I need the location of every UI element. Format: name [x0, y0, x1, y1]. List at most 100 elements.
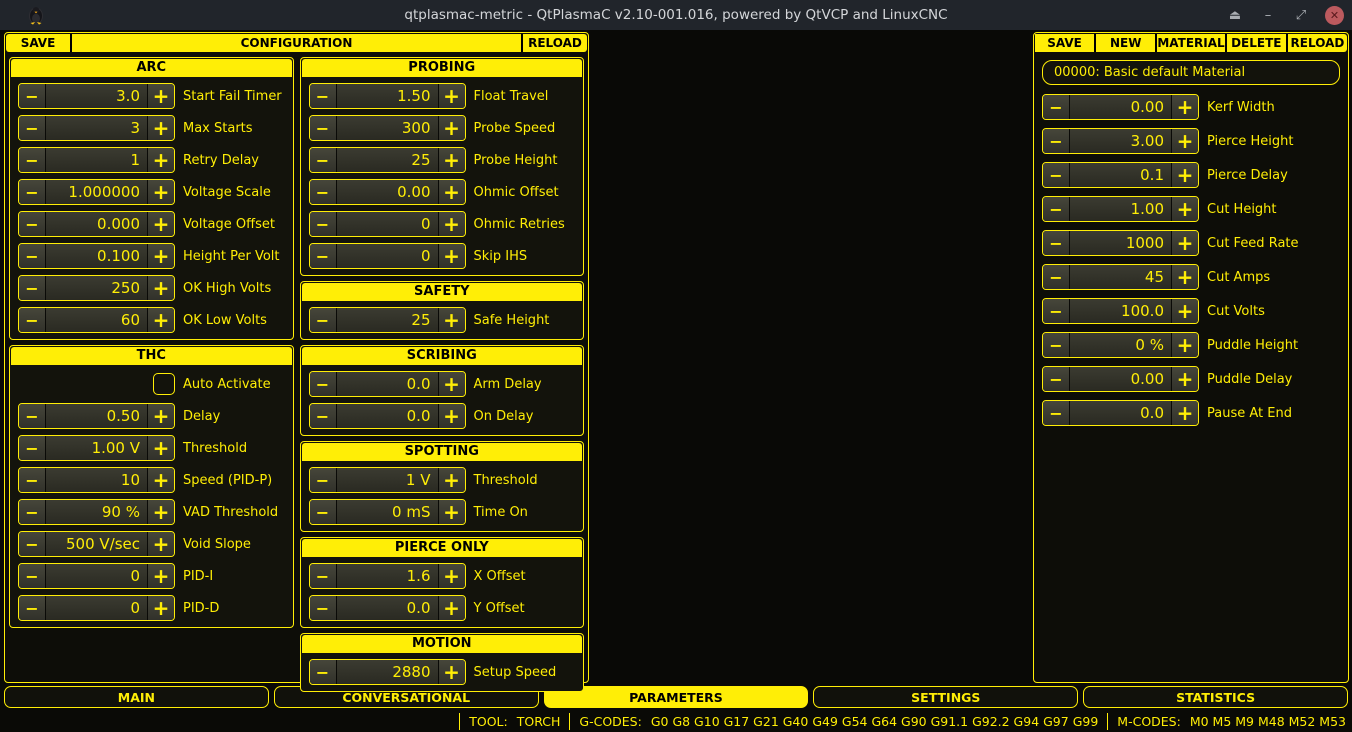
spin-value[interactable]: 25	[336, 148, 438, 172]
increment-button[interactable]: +	[437, 372, 465, 396]
increment-button[interactable]: +	[147, 532, 174, 556]
tab[interactable]: SETTINGS	[813, 686, 1079, 708]
spin-value[interactable]: 0 %	[1070, 333, 1171, 357]
spin-value[interactable]: 0.0	[1070, 401, 1171, 425]
tab[interactable]: STATISTICS	[1083, 686, 1348, 708]
increment-button[interactable]: +	[437, 244, 465, 268]
increment-button[interactable]: +	[1171, 265, 1198, 289]
spin-value[interactable]: 0.1	[1070, 163, 1171, 187]
decrement-button[interactable]: −	[309, 404, 337, 428]
spin-value[interactable]: 0.00	[336, 180, 438, 204]
config-save-button[interactable]: SAVE	[6, 34, 70, 52]
increment-button[interactable]: +	[437, 500, 465, 524]
spin-value[interactable]: 300	[336, 116, 438, 140]
decrement-button[interactable]: −	[19, 308, 46, 332]
spin-value[interactable]: 10	[46, 468, 147, 492]
spin-value[interactable]: 0	[336, 244, 438, 268]
increment-button[interactable]: +	[1171, 163, 1198, 187]
decrement-button[interactable]: −	[19, 404, 46, 428]
decrement-button[interactable]: −	[1043, 163, 1070, 187]
decrement-button[interactable]: −	[309, 148, 337, 172]
increment-button[interactable]: +	[147, 180, 174, 204]
decrement-button[interactable]: −	[19, 148, 46, 172]
decrement-button[interactable]: −	[19, 564, 46, 588]
decrement-button[interactable]: −	[19, 180, 46, 204]
increment-button[interactable]: +	[437, 308, 465, 332]
increment-button[interactable]: +	[1171, 367, 1198, 391]
increment-button[interactable]: +	[437, 116, 465, 140]
spin-value[interactable]: 1.00	[1070, 197, 1171, 221]
shade-window-icon[interactable]: ⏏	[1228, 7, 1242, 23]
decrement-button[interactable]: −	[309, 500, 337, 524]
decrement-button[interactable]: −	[309, 564, 337, 588]
decrement-button[interactable]: −	[19, 84, 46, 108]
spin-value[interactable]: 90 %	[46, 500, 147, 524]
material-toolbar-button[interactable]: SAVE	[1035, 34, 1095, 52]
minimize-window-icon[interactable]: –	[1264, 7, 1272, 23]
spin-value[interactable]: 0.00	[1070, 367, 1171, 391]
decrement-button[interactable]: −	[19, 436, 46, 460]
spin-value[interactable]: 0.00	[1070, 95, 1171, 119]
spin-value[interactable]: 250	[46, 276, 147, 300]
increment-button[interactable]: +	[147, 308, 174, 332]
increment-button[interactable]: +	[147, 116, 174, 140]
spin-value[interactable]: 3	[46, 116, 147, 140]
spin-value[interactable]: 60	[46, 308, 147, 332]
decrement-button[interactable]: −	[309, 212, 337, 236]
spin-value[interactable]: 0 mS	[336, 500, 438, 524]
decrement-button[interactable]: −	[1043, 367, 1070, 391]
increment-button[interactable]: +	[1171, 299, 1198, 323]
decrement-button[interactable]: −	[1043, 95, 1070, 119]
spin-value[interactable]: 25	[336, 308, 438, 332]
increment-button[interactable]: +	[437, 660, 465, 684]
decrement-button[interactable]: −	[19, 500, 46, 524]
increment-button[interactable]: +	[147, 212, 174, 236]
decrement-button[interactable]: −	[19, 116, 46, 140]
decrement-button[interactable]: −	[1043, 265, 1070, 289]
decrement-button[interactable]: −	[309, 372, 337, 396]
spin-value[interactable]: 1 V	[336, 468, 438, 492]
increment-button[interactable]: +	[1171, 401, 1198, 425]
increment-button[interactable]: +	[147, 468, 174, 492]
spin-value[interactable]: 100.0	[1070, 299, 1171, 323]
decrement-button[interactable]: −	[309, 596, 337, 620]
config-reload-button[interactable]: RELOAD	[523, 34, 587, 52]
increment-button[interactable]: +	[147, 564, 174, 588]
increment-button[interactable]: +	[147, 436, 174, 460]
increment-button[interactable]: +	[437, 148, 465, 172]
material-toolbar-button[interactable]: DELETE	[1226, 34, 1286, 52]
decrement-button[interactable]: −	[19, 532, 46, 556]
spin-value[interactable]: 0	[46, 564, 147, 588]
decrement-button[interactable]: −	[19, 212, 46, 236]
spin-value[interactable]: 0	[336, 212, 438, 236]
restore-window-icon[interactable]: ⤢	[1295, 7, 1307, 23]
increment-button[interactable]: +	[437, 404, 465, 428]
material-selector[interactable]: 00000: Basic default Material	[1042, 60, 1340, 85]
increment-button[interactable]: +	[147, 276, 174, 300]
increment-button[interactable]: +	[147, 596, 174, 620]
increment-button[interactable]: +	[147, 500, 174, 524]
increment-button[interactable]: +	[1171, 129, 1198, 153]
increment-button[interactable]: +	[437, 180, 465, 204]
spin-value[interactable]: 0.0	[336, 372, 438, 396]
increment-button[interactable]: +	[1171, 231, 1198, 255]
increment-button[interactable]: +	[437, 212, 465, 236]
decrement-button[interactable]: −	[309, 84, 337, 108]
spin-value[interactable]: 0.50	[46, 404, 147, 428]
decrement-button[interactable]: −	[1043, 401, 1070, 425]
increment-button[interactable]: +	[1171, 333, 1198, 357]
decrement-button[interactable]: −	[19, 468, 46, 492]
decrement-button[interactable]: −	[309, 244, 337, 268]
increment-button[interactable]: +	[437, 84, 465, 108]
spin-value[interactable]: 2880	[336, 660, 438, 684]
decrement-button[interactable]: −	[19, 276, 46, 300]
decrement-button[interactable]: −	[1043, 333, 1070, 357]
increment-button[interactable]: +	[147, 148, 174, 172]
spin-value[interactable]: 1	[46, 148, 147, 172]
spin-value[interactable]: 0.0	[336, 404, 438, 428]
material-toolbar-button[interactable]: NEW	[1096, 34, 1156, 52]
spin-value[interactable]: 0.000	[46, 212, 147, 236]
increment-button[interactable]: +	[437, 564, 465, 588]
decrement-button[interactable]: −	[1043, 197, 1070, 221]
decrement-button[interactable]: −	[309, 308, 337, 332]
